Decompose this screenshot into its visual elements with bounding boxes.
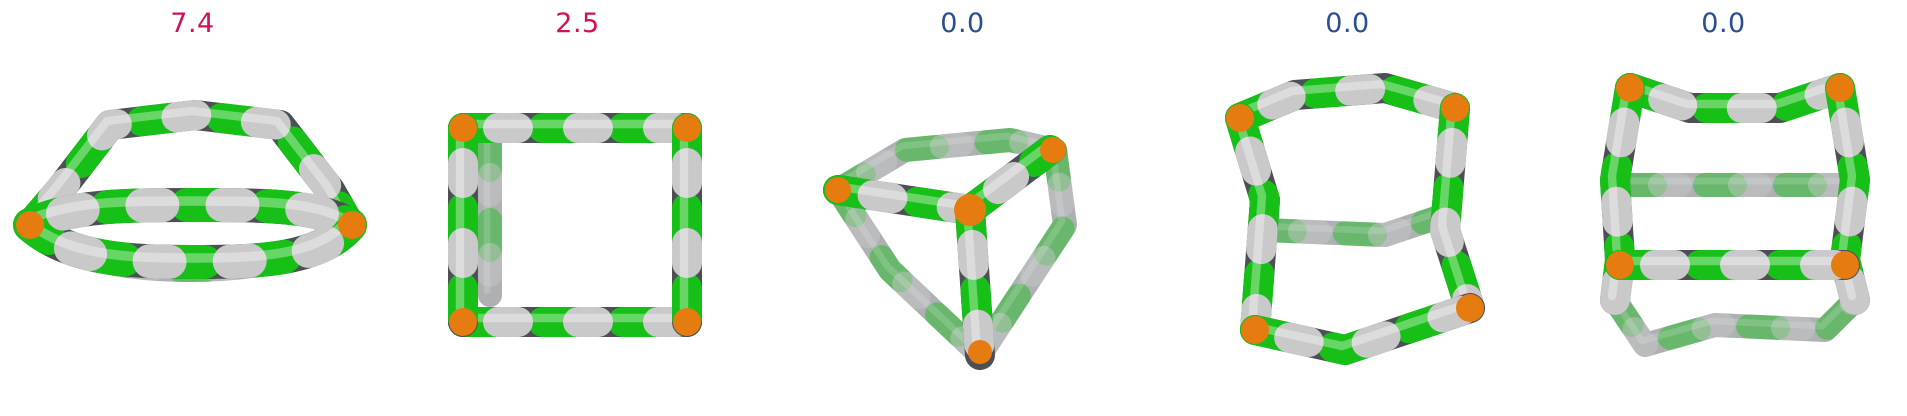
tube-segment [1253, 203, 1457, 247]
tube-highlight [1622, 79, 1842, 109]
structure-panel-1: 7.4 [0, 0, 385, 416]
tube-stripe-white [826, 178, 992, 367]
tube-stripe-white [1430, 93, 1485, 323]
joint-node [16, 211, 44, 239]
joint-node [338, 211, 366, 239]
structure-panel-5: 0.0 [1540, 0, 1907, 416]
score-label-2: 2.5 [555, 8, 600, 39]
tube-stripe-white [955, 195, 995, 370]
structure-panel-3: 0.0 [770, 0, 1155, 416]
joint-node [673, 308, 701, 336]
tube-segment [968, 138, 1077, 367]
tube-stripe-white [1240, 293, 1485, 365]
joint-node [1456, 294, 1484, 322]
tube-highlight [22, 106, 352, 226]
tube-stripe-green [1253, 203, 1457, 247]
tube-stripe-white [1225, 103, 1280, 345]
joint-node [1226, 104, 1254, 132]
joint-node [1831, 251, 1859, 279]
cage-structure-4 [1225, 73, 1485, 365]
joint-node [825, 177, 851, 203]
tube-stripe-white [1603, 288, 1867, 357]
joint-node [1606, 251, 1634, 279]
joint-node [954, 194, 986, 226]
tube-highlight [1247, 299, 1472, 351]
tube-highlight [1258, 207, 1446, 235]
cage-structure-5 [1600, 73, 1870, 357]
structure-panel-4: 0.0 [1155, 0, 1540, 416]
tube-stripe-white [1225, 73, 1470, 133]
tube-stripe-white [823, 175, 985, 225]
tube-segment [826, 178, 992, 367]
tube-stripe-white [1253, 203, 1457, 247]
joint-node [449, 308, 477, 336]
score-label-4: 0.0 [1325, 8, 1370, 39]
tube-stripe-green [826, 178, 992, 367]
score-label-3: 0.0 [940, 8, 985, 39]
tube-highlight [1232, 109, 1267, 331]
tube-stripe-green [968, 138, 1077, 367]
tube-stripe-white [15, 100, 365, 240]
joint-node [1040, 137, 1066, 163]
ring-structure-1 [13, 100, 367, 282]
tube-highlight [831, 182, 981, 355]
tube-segment [1603, 288, 1867, 357]
tube-stripe-white [13, 188, 367, 279]
cage-structure-3 [823, 128, 1077, 370]
tube-stripe-white [1615, 73, 1855, 123]
tube-highlight [962, 141, 1052, 211]
tube-highlight [962, 201, 982, 356]
tube-stripe-green [1603, 288, 1867, 357]
tube-stripe-white [955, 135, 1065, 225]
joint-node [1241, 316, 1269, 344]
tube-highlight [1608, 292, 1856, 345]
tube-stripe-green [955, 135, 1065, 225]
tube-highlight [1437, 99, 1472, 309]
tube-highlight [830, 181, 972, 211]
ring-structure-2 [448, 113, 702, 337]
tube-highlight [1232, 79, 1457, 119]
joint-node [1616, 74, 1644, 102]
score-label-5: 0.0 [1701, 8, 1746, 39]
tube-highlight [973, 142, 1066, 355]
score-label-1: 7.4 [170, 8, 215, 39]
tube-stripe-green [826, 128, 1067, 202]
tube-stripe-white [968, 138, 1077, 367]
joint-node [1826, 74, 1854, 102]
joint-node [968, 340, 992, 364]
structure-panel-2: 2.5 [385, 0, 770, 416]
joint-node [1441, 94, 1469, 122]
tube-stripe-white [1825, 73, 1870, 315]
tube-highlight [831, 132, 1056, 190]
joint-node [673, 114, 701, 142]
tube-stripe-white [1600, 73, 1645, 315]
joint-node [449, 114, 477, 142]
